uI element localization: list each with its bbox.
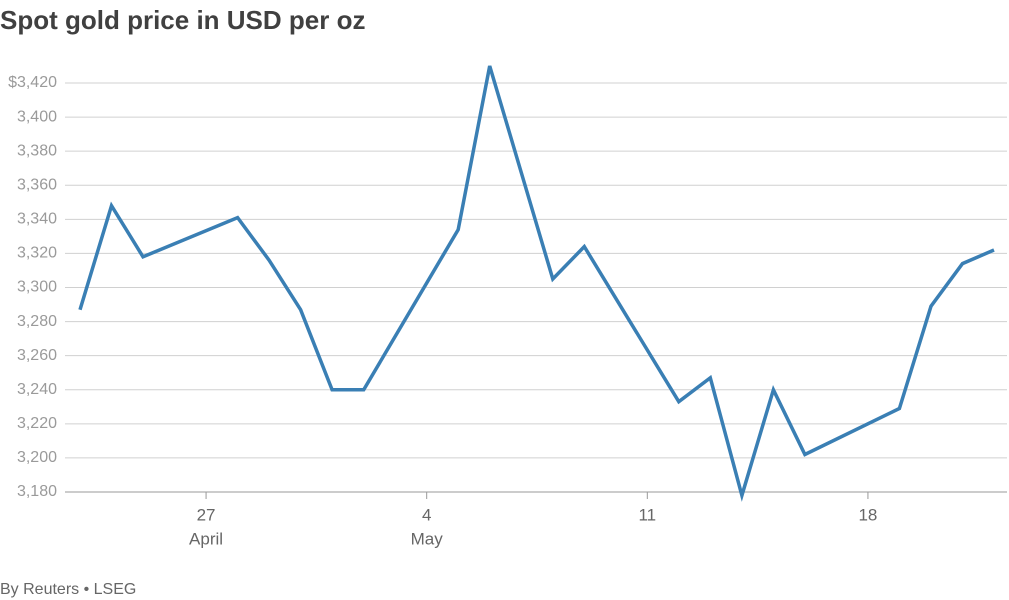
y-tick-label: 3,260 — [17, 347, 57, 364]
y-tick-label: 3,220 — [17, 415, 57, 432]
y-tick-label: 3,380 — [17, 142, 57, 159]
x-tick-label: 18 — [858, 505, 877, 524]
y-tick-label: 3,320 — [17, 245, 57, 262]
y-tick-label: $3,420 — [8, 74, 57, 91]
y-tick-label: 3,360 — [17, 176, 57, 193]
y-tick-label: 3,300 — [17, 279, 57, 296]
x-tick-label: 11 — [638, 505, 656, 524]
y-tick-label: 3,180 — [17, 483, 57, 500]
x-tick-label: 27 — [197, 505, 216, 524]
x-tick-label: 4 — [422, 505, 431, 524]
x-tick-label: May — [411, 529, 444, 548]
y-tick-label: 3,340 — [17, 211, 57, 228]
y-tick-label: 3,200 — [17, 449, 57, 466]
chart-title: Spot gold price in USD per oz — [0, 5, 365, 35]
source: By Reuters • LSEG — [0, 581, 136, 598]
x-tick-label: April — [189, 529, 223, 548]
y-tick-label: 3,400 — [17, 108, 57, 125]
y-tick-label: 3,240 — [17, 381, 57, 398]
y-tick-label: 3,280 — [17, 313, 57, 330]
line-series — [78, 65, 995, 502]
